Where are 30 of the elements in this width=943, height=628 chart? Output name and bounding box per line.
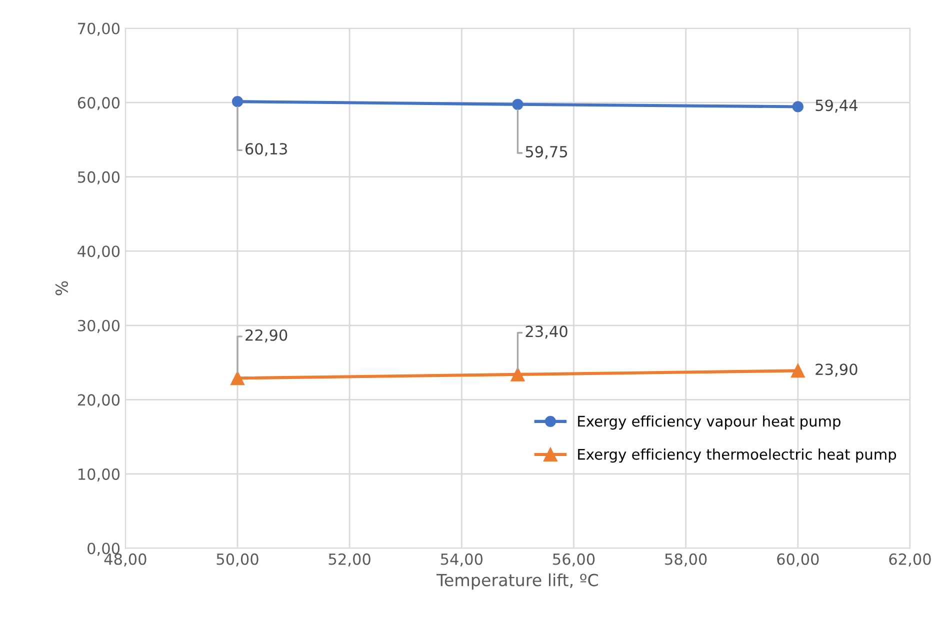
y-tick-label: 30,00	[78, 320, 120, 333]
y-tick-label: 40,00	[78, 246, 120, 259]
point	[790, 364, 805, 378]
data-label: 22,90	[246, 329, 288, 342]
data-label: 59,75	[526, 146, 568, 160]
data-label: 23,40	[526, 326, 568, 339]
y-tick-label: 70,00	[78, 22, 120, 36]
legend-label: Exergy efficiency thermoelectric heat pump	[578, 448, 896, 463]
data-label: 23,90	[816, 364, 858, 377]
x-tick-label: 50,00	[216, 553, 258, 566]
point	[792, 101, 804, 112]
x-tick-label: 58,00	[665, 553, 707, 566]
y-axis-title: %	[55, 281, 68, 296]
legend-label: Exergy efficiency vapour heat pump	[578, 415, 840, 430]
data-label: 59,44	[816, 100, 858, 113]
y-tick-label: 10,00	[78, 468, 120, 482]
y-tick-label: 60,00	[78, 97, 120, 110]
point	[230, 371, 244, 386]
y-tick-label: 20,00	[78, 394, 120, 408]
x-tick-label: 52,00	[328, 553, 370, 566]
x-tick-label: 62,00	[889, 553, 931, 566]
point	[232, 96, 244, 108]
y-tick-label: 50,00	[78, 171, 120, 184]
data-label: 60,13	[246, 143, 287, 156]
point	[512, 98, 524, 110]
x-tick-label: 60,00	[777, 553, 819, 566]
x-axis-title: Temperature lift, ºC	[436, 573, 598, 590]
point	[510, 367, 525, 382]
x-tick-label: 54,00	[440, 553, 483, 566]
x-tick-label: 56,00	[553, 553, 595, 566]
